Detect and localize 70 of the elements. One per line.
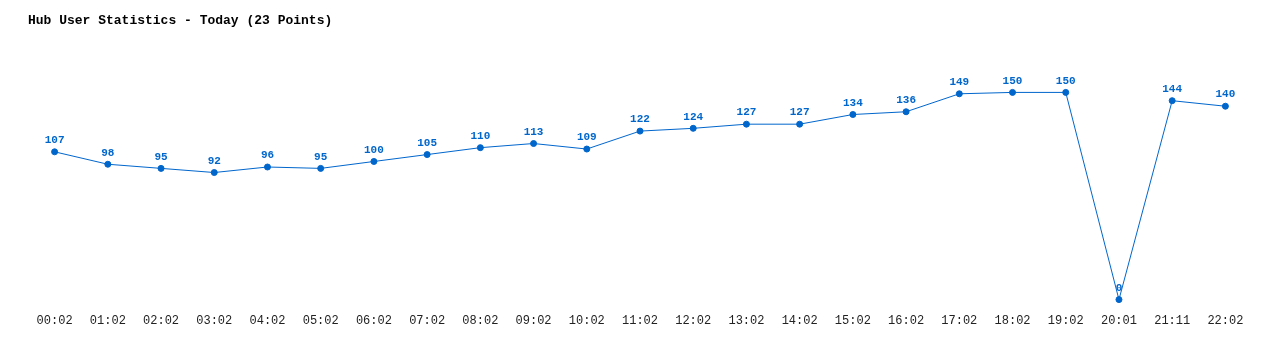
point [1009,88,1017,96]
x-tick-label: 00:02 [36,313,73,328]
point [796,120,804,128]
x-tick-label: 08:02 [462,313,499,328]
x-tick-label: 21:11 [1154,313,1191,328]
point [210,169,218,177]
point [263,163,271,171]
x-tick-label: 12:02 [675,313,712,328]
data-label: 127 [736,106,757,119]
point [742,120,750,128]
x-tick-label: 22:02 [1207,313,1244,328]
data-label: 150 [1055,74,1076,87]
data-label: 149 [949,76,970,89]
data-label: 122 [630,113,650,126]
x-tick-label: 13:02 [728,313,765,328]
point [370,157,378,165]
x-tick-label: 18:02 [994,313,1031,328]
point [902,108,910,116]
data-label: 0 [1115,281,1123,294]
point [476,144,484,152]
x-tick-label: 02:02 [143,313,180,328]
x-tick-label: 04:02 [249,313,286,328]
point [1221,102,1229,110]
point [689,124,697,132]
data-label: 100 [364,143,384,156]
x-tick-label: 19:02 [1047,313,1084,328]
point [1115,296,1123,304]
point [51,148,59,156]
data-label: 110 [470,129,491,142]
x-tick-label: 01:02 [89,313,126,328]
point [423,151,431,159]
x-tick-label: 20:01 [1100,313,1137,328]
x-tick-label: 16:02 [888,313,925,328]
data-label: 92 [207,154,221,167]
x-tick-label: 17:02 [941,313,978,328]
point [955,90,963,98]
x-tick-label: 07:02 [409,313,446,328]
data-label: 95 [154,150,169,163]
point [849,111,857,119]
point [104,160,112,168]
chart-title: Hub User Statistics - Today (23 Points) [28,13,333,29]
x-tick-label: 11:02 [621,313,659,328]
point [1062,88,1070,96]
x-tick-label: 05:02 [302,313,339,328]
data-label: 98 [101,146,115,159]
point [317,164,325,172]
point [636,127,644,135]
x-tick-label: 03:02 [196,313,233,328]
data-label: 105 [417,136,438,149]
data-label: 144 [1162,82,1183,95]
data-label: 127 [789,106,810,119]
x-tick-label: 06:02 [355,313,392,328]
data-label: 107 [44,134,65,147]
data-label: 96 [260,149,275,162]
data-label: 140 [1215,88,1236,101]
x-tick-label: 14:02 [781,313,818,328]
point [530,140,538,148]
point [583,145,591,153]
data-label: 124 [683,110,704,123]
data-label: 134 [842,96,864,109]
x-tick-label: 10:02 [568,313,605,328]
data-label: 113 [523,125,544,138]
data-label: 136 [896,94,916,107]
point [1168,97,1176,105]
data-label: 109 [576,131,597,144]
data-label: 95 [314,150,328,163]
data-label: 150 [1002,74,1023,87]
x-tick-label: 15:02 [834,313,871,328]
x-tick-label: 09:02 [515,313,552,328]
point [157,164,165,172]
